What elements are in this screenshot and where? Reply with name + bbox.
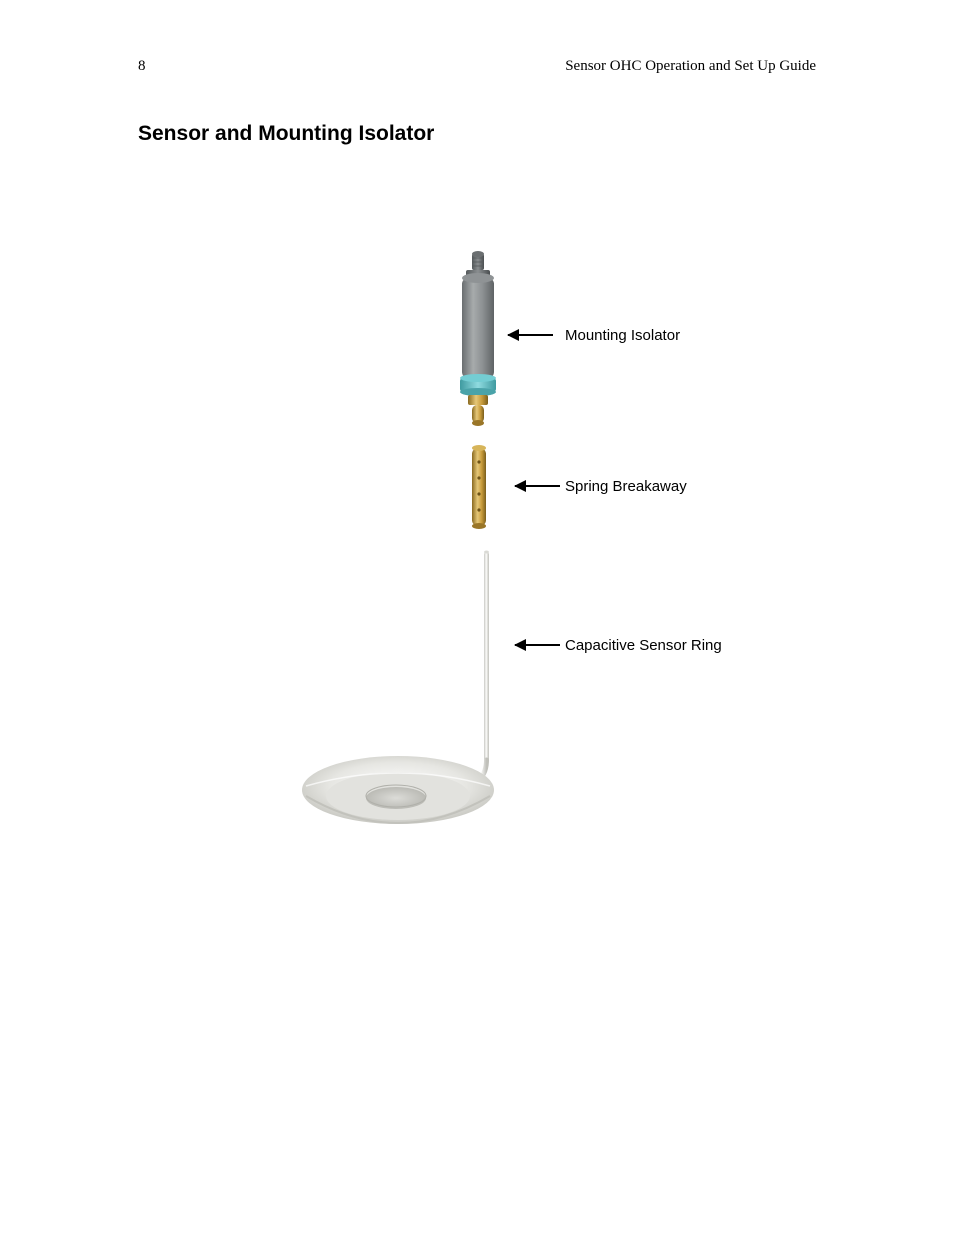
mounting-isolator-graphic (460, 251, 496, 426)
sensor-assembly-figure: Mounting Isolator Spring Breakaway Capac… (300, 230, 800, 860)
section-title: Sensor and Mounting Isolator (138, 122, 434, 146)
label-spring-breakaway: Spring Breakaway (565, 478, 687, 495)
running-header: Sensor OHC Operation and Set Up Guide (565, 58, 816, 75)
page-number: 8 (138, 58, 146, 75)
document-page: 8 Sensor OHC Operation and Set Up Guide … (0, 0, 954, 1235)
capacitive-sensor-ring-graphic (302, 551, 494, 825)
callout-arrow-icon (508, 334, 553, 336)
label-capacitive-sensor-ring: Capacitive Sensor Ring (565, 637, 722, 654)
label-mounting-isolator: Mounting Isolator (565, 327, 680, 344)
callout-arrow-icon (515, 485, 560, 487)
callout-arrow-icon (515, 644, 560, 646)
spring-breakaway-graphic (472, 445, 486, 529)
sensor-diagram-svg (300, 230, 800, 860)
